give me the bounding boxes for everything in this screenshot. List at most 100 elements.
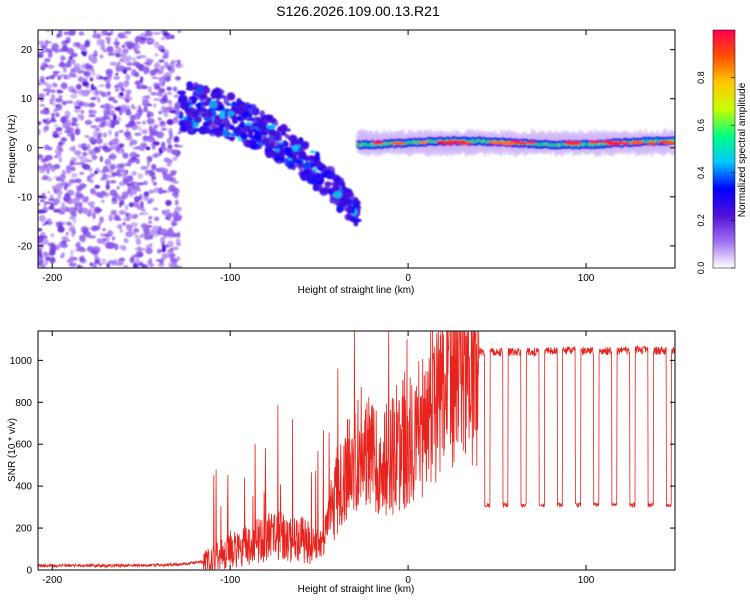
spectrogram-turbulence-blob (248, 104, 257, 109)
spectrogram-noise-blob (152, 141, 160, 146)
spectrogram-noise-blob (166, 86, 172, 91)
spectrogram-noise-blob (161, 96, 168, 103)
colorbar-tick-label: 0.0 (696, 262, 706, 275)
spectrogram-noise-blob (97, 222, 102, 227)
spectrogram-noise-blob (52, 82, 57, 86)
spectrogram-noise-blob (106, 46, 114, 53)
spectrogram-noise-blob (89, 188, 96, 195)
spectrogram-noise-blob (153, 181, 157, 186)
spectrogram-noise-blob (72, 228, 76, 235)
spectrogram-noise-blob (114, 243, 119, 251)
spectrogram-noise-blob (148, 189, 155, 194)
spectrogram-noise-blob (62, 67, 67, 73)
spectrogram-noise-blob (84, 119, 93, 126)
spectrogram-carrier-peak (459, 140, 467, 144)
spectrogram-noise-blob (101, 169, 106, 174)
spectrogram-noise-blob (89, 262, 93, 267)
spectrogram-noise-blob (173, 94, 179, 98)
spectrogram-noise-blob (65, 231, 69, 236)
spectrogram-noise-blob (110, 30, 114, 35)
spectrogram-noise-blob (88, 136, 95, 143)
spectrogram-turbulence-blob (326, 171, 334, 180)
spectrogram-turbulence-blob (252, 116, 261, 121)
spectrogram-turbulence-blob (333, 191, 343, 199)
spectrogram-noise-blob (93, 30, 97, 35)
spectrogram-noise-blob (93, 50, 98, 58)
spectrogram-noise-blob (163, 72, 172, 80)
spectrogram-noise-blob (138, 212, 144, 216)
spectrogram-noise-blob (38, 40, 45, 46)
spectrogram-noise-blob (58, 95, 63, 98)
spectrogram-noise-blob (105, 178, 110, 186)
spectrogram-noise-blob (43, 163, 48, 169)
spectrogram-noise-blob (68, 262, 77, 267)
spectrogram-noise-blob (122, 177, 130, 185)
spectrogram-noise-blob (58, 156, 63, 163)
spectrogram-noise-blob (47, 242, 56, 247)
spectrogram-noise-blob (141, 129, 148, 134)
spectrogram-noise-blob (122, 152, 129, 159)
spectrogram-noise-blob (77, 246, 83, 252)
spectrogram-turbulence-blob (299, 142, 310, 149)
spectrogram-noise-blob (146, 103, 153, 107)
spectrogram-noise-blob (134, 42, 138, 47)
spectrogram-turbulence-blob (205, 116, 215, 121)
spectrogram-turbulence-blob (256, 121, 267, 131)
spectrogram-noise-blob (78, 90, 87, 97)
spectrogram-noise-blob (105, 120, 113, 127)
spectrogram-noise-blob (70, 249, 74, 256)
spectrogram-noise-blob (119, 54, 128, 58)
spectrogram-noise-blob (68, 216, 76, 220)
spectrogram-noise-blob (70, 134, 75, 142)
spectrogram-noise-blob (62, 221, 68, 226)
spectrogram-noise-blob (129, 232, 137, 236)
spectrogram-noise-blob (113, 192, 119, 197)
spectrogram-noise-blob (65, 170, 72, 175)
spectrogram-noise-blob (120, 88, 126, 92)
spectrogram-turbulence-blob (314, 151, 320, 161)
spectrogram-noise-blob (40, 231, 46, 237)
spectrogram-turbulence-blob (274, 155, 285, 165)
spectrogram-noise-blob (137, 173, 144, 179)
spectrogram-noise-blob (105, 174, 113, 178)
spectrogram-noise-blob (111, 157, 116, 161)
spectrogram-noise-blob (168, 253, 176, 258)
spectrogram-noise-blob (38, 154, 43, 160)
spectrogram-turbulence-blob (315, 174, 326, 179)
spectrogram-noise-blob (48, 75, 56, 80)
spectrogram-noise-blob (51, 43, 60, 51)
spectrogram-turbulence-blob (235, 106, 245, 114)
spectrogram-noise-blob (130, 222, 138, 228)
spectrogram-noise-blob (76, 70, 85, 74)
spectrogram-turbulence-blob (195, 103, 201, 108)
spectrogram-turbulence-blob (246, 129, 257, 133)
spectrogram-turbulence-blob (281, 131, 287, 136)
spectrogram-noise-blob (39, 104, 46, 107)
spectrogram-noise-blob (89, 77, 94, 82)
spectrogram-turbulence-blob (313, 184, 319, 191)
spectrogram-noise-blob (53, 163, 61, 170)
spectrogram-noise-blob (42, 175, 50, 179)
spectrogram-noise-blob (70, 211, 77, 216)
spectrogram-turbulence-blob (281, 142, 289, 147)
spectrogram-noise-blob (90, 225, 99, 232)
spectrogram-turbulence-blob (248, 140, 256, 144)
spectrogram-noise-blob (145, 30, 153, 37)
spectrogram-noise-blob (135, 238, 141, 246)
spectrogram-noise-blob (158, 111, 162, 115)
spectrogram-noise-blob (139, 148, 146, 152)
spectrogram-noise-blob (42, 251, 48, 256)
spectrogram-noise-blob (109, 180, 117, 184)
spectrogram-noise-blob (92, 212, 96, 220)
spectrogram-noise-blob (60, 137, 68, 142)
spectrogram-area (38, 30, 675, 268)
spectrogram-noise-blob (132, 213, 139, 219)
spectrogram-noise-blob (160, 65, 165, 71)
spectrogram-noise-blob (38, 215, 46, 222)
spectrogram-noise-blob (100, 121, 106, 128)
spectrogram-noise-blob (101, 76, 109, 80)
spectrogram-noise-blob (105, 36, 111, 42)
spectrogram-noise-blob (136, 84, 144, 90)
spectrogram-noise-blob (124, 204, 129, 211)
